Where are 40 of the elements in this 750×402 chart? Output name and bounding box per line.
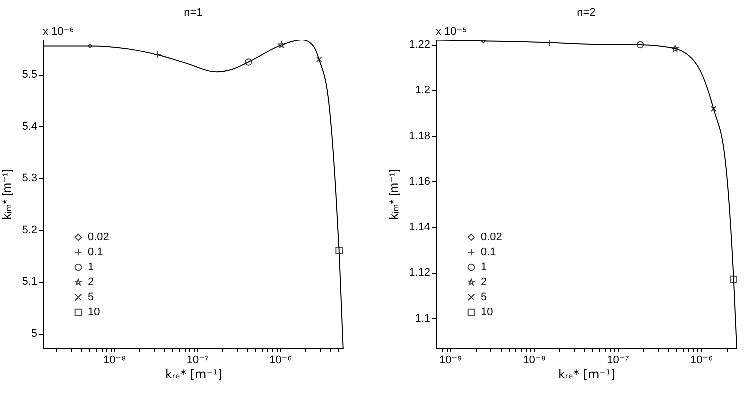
y-tick-label: 1.12 xyxy=(409,267,430,280)
y-axis-title: kᵢₘ* [m⁻¹] xyxy=(0,169,14,220)
legend-label: 5 xyxy=(88,292,94,304)
legend-label: 2 xyxy=(88,276,94,288)
x-tick-label: 10⁻⁸ xyxy=(104,354,126,366)
chart-title: n=1 xyxy=(184,7,203,19)
y-tick-label: 1.18 xyxy=(409,130,430,142)
y-tick-label: 1.1 xyxy=(415,312,430,325)
x-axis-title: kᵣₑ* [m⁻¹] xyxy=(165,368,223,382)
y-tick-label: 5.1 xyxy=(22,276,38,288)
legend-label: 0.02 xyxy=(88,232,110,244)
x-tick-label: 10⁻⁹ xyxy=(440,354,462,366)
x-tick-label: 10⁻⁷ xyxy=(186,354,209,366)
y-tick-label: 1.22 xyxy=(409,39,430,52)
legend-label: 1 xyxy=(481,262,488,274)
legend-label: 2 xyxy=(481,276,488,288)
legend-label: 10 xyxy=(88,306,100,318)
legend-label: 5 xyxy=(481,292,488,304)
legend-label: 10 xyxy=(481,306,494,318)
legend-label: 0.02 xyxy=(481,232,502,244)
y-tick-label: 5 xyxy=(31,328,38,340)
legend-label: 1 xyxy=(88,262,94,274)
legend-label: 0.1 xyxy=(481,246,496,258)
y-tick-label: 1.16 xyxy=(409,176,430,188)
x-axis-title: kᵣₑ* [m⁻¹] xyxy=(558,368,616,382)
x-tick-label: 10⁻⁸ xyxy=(523,354,546,366)
chart-title: n=2 xyxy=(577,7,596,19)
y-tick-label: 5.3 xyxy=(22,172,38,185)
x-tick-label: 10⁻⁶ xyxy=(270,354,292,366)
y-tick-label: 1.14 xyxy=(409,222,430,234)
x-tick-label: 10⁻⁷ xyxy=(607,354,630,366)
x-tick-label: 10⁻⁶ xyxy=(690,354,714,366)
y-tick-label: 5.5 xyxy=(22,69,38,82)
text: x 10⁻⁶ xyxy=(43,26,74,38)
y-axis-title: kᵢₘ* [m⁻¹] xyxy=(387,169,402,220)
y-tick-label: 1.2 xyxy=(415,84,430,97)
y-tick-label: 5.2 xyxy=(22,224,38,236)
text: x 10⁻⁵ xyxy=(436,26,468,38)
y-tick-label: 5.4 xyxy=(22,120,38,133)
legend-label: 0.1 xyxy=(88,246,104,258)
